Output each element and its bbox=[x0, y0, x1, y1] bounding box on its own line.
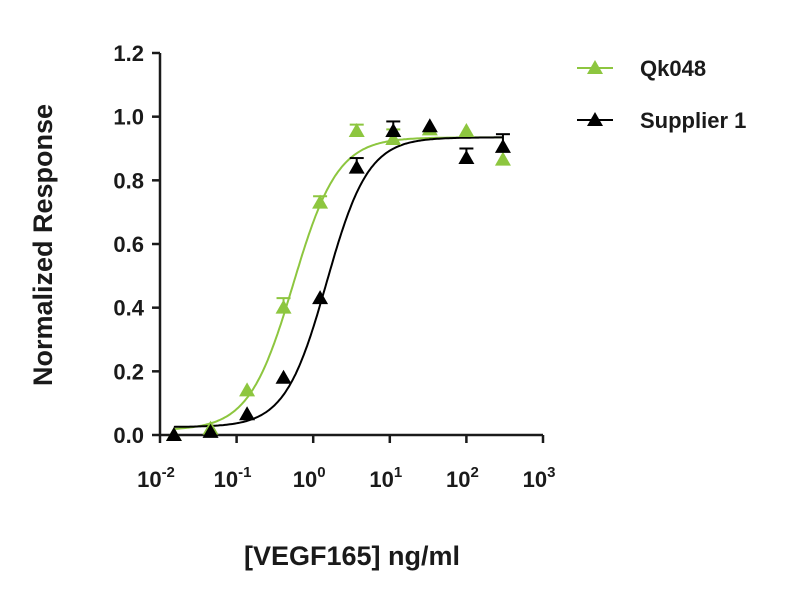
data-point bbox=[202, 423, 219, 438]
fit-curve-supplier-1 bbox=[173, 136, 503, 428]
x-tick-label: 10-2 bbox=[137, 464, 175, 492]
fit-curve-qk048 bbox=[173, 136, 503, 430]
y-tick-label: 0.2 bbox=[113, 359, 144, 384]
data-point bbox=[165, 427, 182, 441]
data-point bbox=[458, 150, 475, 165]
data-point bbox=[275, 369, 292, 384]
data-point bbox=[348, 122, 365, 137]
data-point bbox=[421, 118, 438, 133]
data-point bbox=[348, 159, 365, 174]
data-point bbox=[312, 290, 329, 305]
y-tick-label: 0.0 bbox=[113, 423, 144, 448]
legend-label: Supplier 1 bbox=[640, 108, 746, 133]
y-tick-label: 0.8 bbox=[113, 168, 144, 193]
y-tick-label: 0.6 bbox=[113, 232, 144, 257]
x-tick-label: 103 bbox=[523, 464, 556, 492]
data-point bbox=[312, 194, 329, 209]
x-tick-label: 102 bbox=[446, 464, 479, 492]
data-point bbox=[239, 406, 256, 421]
x-tick-label: 101 bbox=[369, 464, 402, 492]
y-tick-label: 1.2 bbox=[113, 41, 144, 66]
data-point bbox=[385, 122, 402, 137]
y-axis-title: Normalized Response bbox=[28, 104, 58, 386]
data-point bbox=[494, 138, 511, 153]
legend-marker bbox=[587, 112, 603, 126]
y-tick-label: 1.0 bbox=[113, 105, 144, 130]
data-point bbox=[275, 299, 292, 314]
x-axis-title: [VEGF165] ng/ml bbox=[244, 541, 460, 571]
data-point bbox=[494, 151, 511, 166]
legend-label: Qk048 bbox=[640, 56, 706, 81]
y-tick-label: 0.4 bbox=[113, 296, 144, 321]
x-tick-label: 10-1 bbox=[214, 464, 252, 492]
x-tick-label: 100 bbox=[293, 464, 326, 492]
data-point bbox=[239, 382, 256, 397]
legend-marker bbox=[587, 60, 603, 74]
data-point bbox=[458, 122, 475, 137]
data-point bbox=[385, 130, 402, 145]
